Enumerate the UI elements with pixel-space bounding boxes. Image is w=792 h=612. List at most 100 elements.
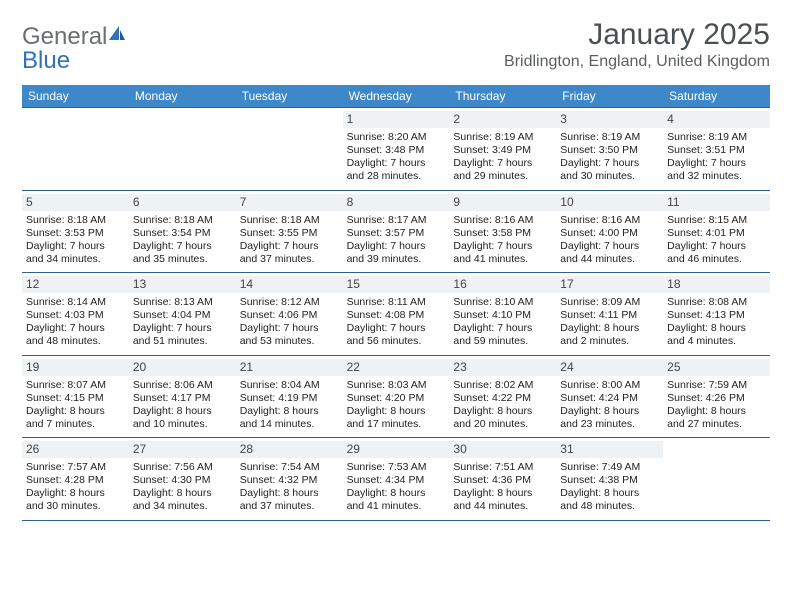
dow-cell: Monday [129, 85, 236, 107]
day-number: 31 [556, 441, 663, 458]
sunrise-line: Sunrise: 7:54 AM [240, 461, 337, 474]
day-number: 16 [449, 276, 556, 293]
sunset-line: Sunset: 4:17 PM [133, 392, 230, 405]
day-number: 26 [22, 441, 129, 458]
day-number: 2 [449, 111, 556, 128]
daylight-line: Daylight: 8 hours and 10 minutes. [133, 405, 230, 431]
daylight-line: Daylight: 7 hours and 56 minutes. [347, 322, 444, 348]
sunrise-line: Sunrise: 8:06 AM [133, 379, 230, 392]
sunrise-line: Sunrise: 7:56 AM [133, 461, 230, 474]
day-number: 23 [449, 359, 556, 376]
sunrise-line: Sunrise: 8:08 AM [667, 296, 764, 309]
sunrise-line: Sunrise: 8:20 AM [347, 131, 444, 144]
location-text: Bridlington, England, United Kingdom [504, 53, 770, 71]
sunrise-line: Sunrise: 8:16 AM [560, 214, 657, 227]
sail-icon [107, 24, 127, 44]
sunset-line: Sunset: 3:48 PM [347, 144, 444, 157]
day-cell: 23Sunrise: 8:02 AMSunset: 4:22 PMDayligh… [449, 356, 556, 438]
daylight-line: Daylight: 8 hours and 4 minutes. [667, 322, 764, 348]
daylight-line: Daylight: 7 hours and 29 minutes. [453, 157, 550, 183]
sunrise-line: Sunrise: 8:09 AM [560, 296, 657, 309]
day-number: 25 [663, 359, 770, 376]
day-cell: 4 Sunrise: 8:19 AMSunset: 3:51 PMDaylight… [663, 108, 770, 190]
day-cell: 30Sunrise: 7:51 AMSunset: 4:36 PMDayligh… [449, 438, 556, 520]
day-cell: 2 Sunrise: 8:19 AMSunset: 3:49 PMDaylight… [449, 108, 556, 190]
day-number: 19 [22, 359, 129, 376]
sunset-line: Sunset: 3:49 PM [453, 144, 550, 157]
week-row: 12Sunrise: 8:14 AMSunset: 4:03 PMDayligh… [22, 272, 770, 355]
daylight-line: Daylight: 8 hours and 17 minutes. [347, 405, 444, 431]
sunrise-line: Sunrise: 8:19 AM [560, 131, 657, 144]
day-number: 17 [556, 276, 663, 293]
sunset-line: Sunset: 4:10 PM [453, 309, 550, 322]
daylight-line: Daylight: 7 hours and 34 minutes. [26, 240, 123, 266]
daylight-line: Daylight: 7 hours and 51 minutes. [133, 322, 230, 348]
day-cell: 22Sunrise: 8:03 AMSunset: 4:20 PMDayligh… [343, 356, 450, 438]
sunrise-line: Sunrise: 8:10 AM [453, 296, 550, 309]
day-cell: 21Sunrise: 8:04 AMSunset: 4:19 PMDayligh… [236, 356, 343, 438]
sunrise-line: Sunrise: 8:00 AM [560, 379, 657, 392]
day-cell: 9Sunrise: 8:16 AMSunset: 3:58 PMDaylight… [449, 191, 556, 273]
sunrise-line: Sunrise: 7:51 AM [453, 461, 550, 474]
day-cell: 8Sunrise: 8:17 AMSunset: 3:57 PMDaylight… [343, 191, 450, 273]
daylight-line: Daylight: 8 hours and 48 minutes. [560, 487, 657, 513]
day-number: 6 [129, 194, 236, 211]
sunset-line: Sunset: 3:53 PM [26, 227, 123, 240]
day-number: 15 [343, 276, 450, 293]
day-number: 21 [236, 359, 343, 376]
header-row: General Blue January 2025 Bridlington, E… [22, 18, 770, 73]
sunrise-line: Sunrise: 8:03 AM [347, 379, 444, 392]
sunrise-line: Sunrise: 8:19 AM [453, 131, 550, 144]
sunrise-line: Sunrise: 8:14 AM [26, 296, 123, 309]
daylight-line: Daylight: 7 hours and 46 minutes. [667, 240, 764, 266]
sunset-line: Sunset: 3:55 PM [240, 227, 337, 240]
daylight-line: Daylight: 8 hours and 7 minutes. [26, 405, 123, 431]
sunset-line: Sunset: 4:30 PM [133, 474, 230, 487]
day-cell: 12Sunrise: 8:14 AMSunset: 4:03 PMDayligh… [22, 273, 129, 355]
sunrise-line: Sunrise: 7:53 AM [347, 461, 444, 474]
week-row: 19Sunrise: 8:07 AMSunset: 4:15 PMDayligh… [22, 355, 770, 438]
sunrise-line: Sunrise: 8:18 AM [133, 214, 230, 227]
week-row: 26Sunrise: 7:57 AMSunset: 4:28 PMDayligh… [22, 437, 770, 521]
day-cell-empty [129, 108, 236, 190]
sunrise-line: Sunrise: 7:59 AM [667, 379, 764, 392]
day-cell: 5Sunrise: 8:18 AMSunset: 3:53 PMDaylight… [22, 191, 129, 273]
day-number: 4 [663, 111, 770, 128]
sunset-line: Sunset: 4:26 PM [667, 392, 764, 405]
day-number: 3 [556, 111, 663, 128]
sunrise-line: Sunrise: 8:11 AM [347, 296, 444, 309]
sunset-line: Sunset: 4:32 PM [240, 474, 337, 487]
day-cell: 19Sunrise: 8:07 AMSunset: 4:15 PMDayligh… [22, 356, 129, 438]
sunset-line: Sunset: 4:24 PM [560, 392, 657, 405]
sunrise-line: Sunrise: 8:19 AM [667, 131, 764, 144]
sunrise-line: Sunrise: 8:17 AM [347, 214, 444, 227]
day-number: 13 [129, 276, 236, 293]
dow-cell: Saturday [663, 85, 770, 107]
day-number: 30 [449, 441, 556, 458]
weeks-container: 1Sunrise: 8:20 AMSunset: 3:48 PMDaylight… [22, 107, 770, 521]
sunset-line: Sunset: 4:11 PM [560, 309, 657, 322]
sunset-line: Sunset: 4:22 PM [453, 392, 550, 405]
dow-cell: Tuesday [236, 85, 343, 107]
day-cell: 16 Sunrise: 8:10 AMSunset: 4:10 PMDayligh… [449, 273, 556, 355]
day-cell: 1Sunrise: 8:20 AMSunset: 3:48 PMDaylight… [343, 108, 450, 190]
day-cell: 31Sunrise: 7:49 AMSunset: 4:38 PMDayligh… [556, 438, 663, 520]
sunrise-line: Sunrise: 7:57 AM [26, 461, 123, 474]
daylight-line: Daylight: 7 hours and 59 minutes. [453, 322, 550, 348]
day-cell: 25Sunrise: 7:59 AMSunset: 4:26 PMDayligh… [663, 356, 770, 438]
daylight-line: Daylight: 7 hours and 30 minutes. [560, 157, 657, 183]
sunset-line: Sunset: 4:13 PM [667, 309, 764, 322]
day-cell: 24Sunrise: 8:00 AMSunset: 4:24 PMDayligh… [556, 356, 663, 438]
week-row: 5Sunrise: 8:18 AMSunset: 3:53 PMDaylight… [22, 190, 770, 273]
day-number: 7 [236, 194, 343, 211]
daylight-line: Daylight: 7 hours and 32 minutes. [667, 157, 764, 183]
sunset-line: Sunset: 4:38 PM [560, 474, 657, 487]
calendar-grid: SundayMondayTuesdayWednesdayThursdayFrid… [22, 85, 770, 521]
sunset-line: Sunset: 3:51 PM [667, 144, 764, 157]
day-number: 14 [236, 276, 343, 293]
sunset-line: Sunset: 4:01 PM [667, 227, 764, 240]
daylight-line: Daylight: 7 hours and 53 minutes. [240, 322, 337, 348]
day-cell: 28Sunrise: 7:54 AMSunset: 4:32 PMDayligh… [236, 438, 343, 520]
sunrise-line: Sunrise: 8:07 AM [26, 379, 123, 392]
day-cell-empty [663, 438, 770, 520]
